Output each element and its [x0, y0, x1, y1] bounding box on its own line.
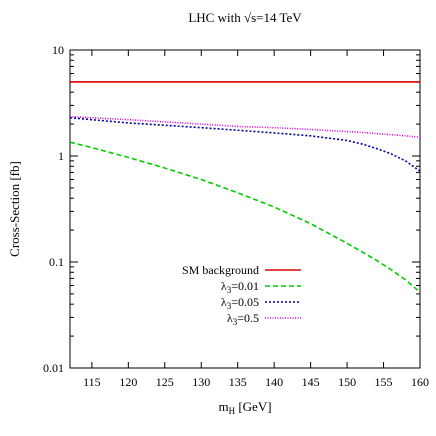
x-tick-label: 160	[411, 375, 429, 389]
legend-label-subscript: 3	[227, 301, 232, 311]
chart-title: LHC with √s=14 TeV	[188, 10, 302, 25]
x-tick-label: 125	[156, 375, 174, 389]
y-tick-label: 0.1	[49, 255, 64, 269]
legend-label-2: λ3=0.05	[221, 295, 259, 311]
series-line-2	[69, 116, 421, 172]
x-tick-label: 130	[192, 375, 210, 389]
x-axis-title-main: m	[218, 399, 228, 414]
series-lines	[69, 81, 421, 293]
x-tick-label: 115	[83, 375, 101, 389]
legend-label-0: SM background	[182, 263, 259, 277]
y-tick-label: 0.01	[43, 361, 64, 375]
legend-label-suffix: =0.5	[237, 311, 259, 325]
legend-label-main: λ	[221, 279, 227, 293]
y-axis-title: Cross-Section [fb]	[7, 161, 22, 257]
x-axis-title-subscript: H	[229, 406, 236, 416]
y-tick-label: 10	[52, 43, 64, 57]
legend-label-main: λ	[227, 311, 233, 325]
x-tick-label: 145	[302, 375, 320, 389]
legend-label-main: SM background	[182, 263, 259, 277]
legend-label-subscript: 3	[227, 285, 232, 295]
legend-label-subscript: 3	[233, 317, 238, 327]
legend-label-suffix: =0.05	[231, 295, 259, 309]
x-tick-label: 135	[229, 375, 247, 389]
legend-label-1: λ3=0.01	[221, 279, 259, 295]
series-line-1	[69, 141, 421, 293]
y-tick-label: 1	[58, 149, 64, 163]
y-axis-ticks: 0.01 0.1 1 10	[43, 43, 420, 375]
x-tick-label: 120	[119, 375, 137, 389]
x-axis-ticks: 115 120 125 130 135 140 145 150 155 160	[83, 50, 429, 389]
plot-frame	[69, 49, 421, 369]
legend-label-main: λ	[221, 295, 227, 309]
legend-label-suffix: =0.01	[231, 279, 259, 293]
x-axis-title-unit: [GeV]	[235, 399, 271, 414]
series-line-3	[69, 115, 421, 139]
x-axis-title: mH [GeV]	[218, 399, 271, 416]
x-tick-label: 140	[265, 375, 283, 389]
x-tick-label: 150	[338, 375, 356, 389]
legend-label-3: λ3=0.5	[227, 311, 259, 327]
x-tick-label: 155	[375, 375, 393, 389]
